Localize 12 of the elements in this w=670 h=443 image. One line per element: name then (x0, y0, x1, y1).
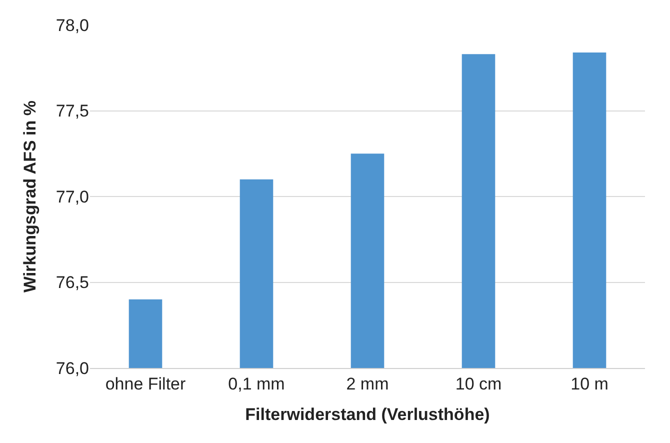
y-tick-label: 77,5 (56, 102, 89, 121)
y-tick-label: 77,0 (56, 187, 89, 206)
x-tick-label: 10 cm (455, 374, 502, 394)
y-tick-label: 76,5 (56, 273, 89, 292)
x-tick-label: 2 mm (346, 374, 389, 394)
y-tick-label: 78,0 (56, 16, 89, 35)
x-tick-label: 0,1 mm (228, 374, 285, 394)
x-tick-label: ohne Filter (105, 374, 186, 394)
x-tick-label: 10 m (570, 374, 608, 394)
y-axis-title: Wirkungsgrad AFS in % (20, 100, 40, 292)
y-tick-label: 76,0 (56, 358, 89, 378)
x-axis-title: Filterwiderstand (Verlusthöhe) (245, 404, 490, 424)
